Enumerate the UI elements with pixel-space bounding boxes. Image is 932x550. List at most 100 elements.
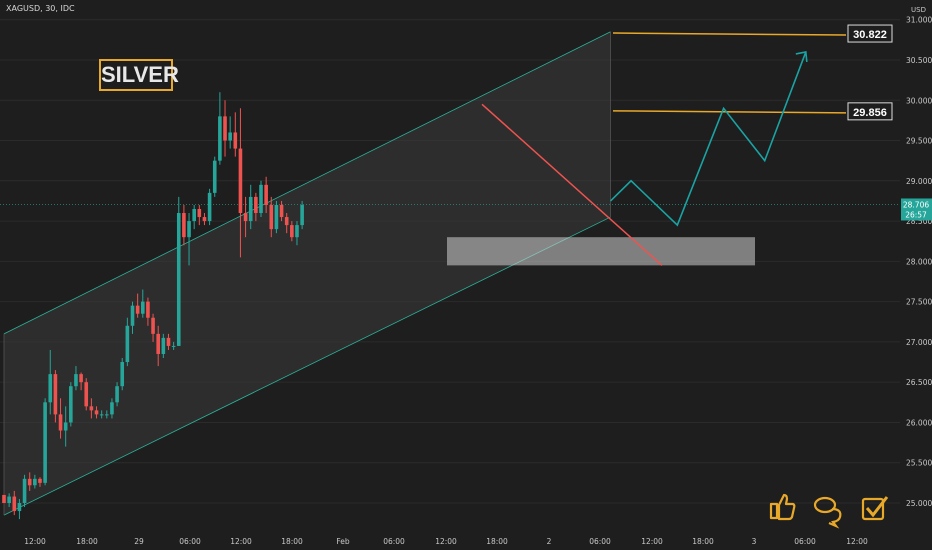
- candle: [243, 196, 248, 238]
- candle-body: [161, 337, 166, 354]
- candle: [254, 192, 258, 222]
- candle-body: [212, 160, 217, 193]
- candle: [212, 156, 217, 197]
- candle: [233, 112, 238, 157]
- candle-body: [300, 204, 304, 226]
- candle-body: [84, 382, 89, 407]
- candle-body: [202, 217, 207, 222]
- candle: [161, 333, 166, 359]
- candle-body: [12, 496, 17, 512]
- candle-body: [259, 184, 263, 214]
- candle: [7, 493, 11, 508]
- candle-body: [269, 204, 274, 230]
- resistance-trendline: [481, 103, 663, 266]
- target-label: 29.856: [853, 107, 887, 119]
- time-tick-label: 18:00: [486, 537, 508, 546]
- candle-body: [223, 116, 227, 141]
- candle-body: [43, 402, 47, 483]
- candle-layer: [2, 92, 304, 520]
- candle-body: [228, 132, 232, 141]
- time-tick-label: 06:00: [383, 537, 405, 546]
- countdown-value: 26:57: [905, 210, 927, 219]
- candle-body: [120, 362, 125, 387]
- price-tick-label: 31.000: [906, 16, 932, 25]
- candle: [105, 410, 109, 419]
- candle: [135, 293, 140, 318]
- candle-body: [207, 192, 212, 222]
- price-tick-label: 27.500: [906, 298, 932, 307]
- time-tick-label: 2: [547, 537, 552, 546]
- time-tick-label: 12:00: [846, 537, 868, 546]
- projection-path: [609, 51, 807, 227]
- target-label-box: [847, 24, 893, 43]
- candle-body: [2, 494, 6, 503]
- candle: [89, 398, 94, 419]
- candle: [166, 333, 171, 350]
- candle-body: [284, 217, 289, 226]
- candle: [284, 213, 289, 234]
- candle: [197, 204, 202, 226]
- candle: [69, 382, 73, 427]
- candle: [120, 358, 125, 391]
- price-tick-label: 30.500: [906, 56, 932, 65]
- candle-body: [254, 196, 258, 214]
- target-line: [612, 110, 847, 114]
- time-tick-label: 18:00: [76, 537, 98, 546]
- candle: [295, 221, 299, 246]
- candle-body: [115, 386, 119, 403]
- current-price-value: 28.706: [903, 200, 929, 209]
- symbol-header: XAGUSD, 30, IDC: [6, 4, 75, 13]
- candle: [53, 370, 58, 423]
- candle: [33, 474, 37, 489]
- candle: [202, 213, 207, 226]
- candle-body: [248, 196, 253, 222]
- candle-body: [171, 345, 176, 347]
- candle-body: [156, 333, 160, 354]
- candle-body: [192, 208, 196, 222]
- support-zone: [447, 237, 755, 266]
- price-axis-unit: USD: [911, 6, 926, 14]
- price-tick-label: 25.500: [906, 459, 932, 468]
- candle: [38, 477, 42, 487]
- candle: [192, 204, 196, 230]
- candle-body: [140, 301, 145, 314]
- candle: [43, 398, 47, 486]
- candle-body: [105, 414, 109, 416]
- time-tick-label: 3: [752, 537, 757, 546]
- reaction-icons[interactable]: [769, 493, 889, 529]
- time-tick-label: Feb: [336, 537, 350, 546]
- comment-icon: [813, 496, 837, 514]
- candle: [274, 200, 279, 234]
- candle: [300, 200, 304, 230]
- candle-body: [7, 496, 11, 503]
- candle-body: [187, 221, 191, 238]
- price-tick-label: 29.500: [906, 137, 932, 146]
- candle-body: [274, 204, 279, 230]
- candle-body: [89, 406, 94, 411]
- time-tick-label: 12:00: [641, 537, 663, 546]
- target-label: 30.822: [853, 29, 887, 41]
- candle: [74, 366, 78, 391]
- thumbs-up-icon: [769, 493, 796, 521]
- candle: [110, 398, 114, 419]
- candle: [2, 494, 6, 503]
- candle: [99, 410, 104, 419]
- price-tick-label: 27.000: [906, 338, 932, 347]
- candle-body: [99, 414, 104, 416]
- candle-body: [146, 301, 150, 318]
- drawing-layer: 30.822 29.856: [0, 24, 900, 516]
- candle: [218, 92, 222, 165]
- candle: [84, 378, 89, 411]
- price-tick-label: 26.500: [906, 378, 932, 387]
- price-tick-label: 28.000: [906, 257, 932, 266]
- candle-body: [176, 213, 181, 346]
- candle-body: [17, 503, 22, 512]
- candle-body: [238, 148, 243, 214]
- countdown-tag: [901, 209, 932, 221]
- candle: [269, 196, 274, 238]
- candle: [58, 398, 63, 439]
- silver-badge: SILVER: [99, 59, 179, 91]
- candle-body: [94, 410, 99, 415]
- candle-body: [125, 325, 130, 363]
